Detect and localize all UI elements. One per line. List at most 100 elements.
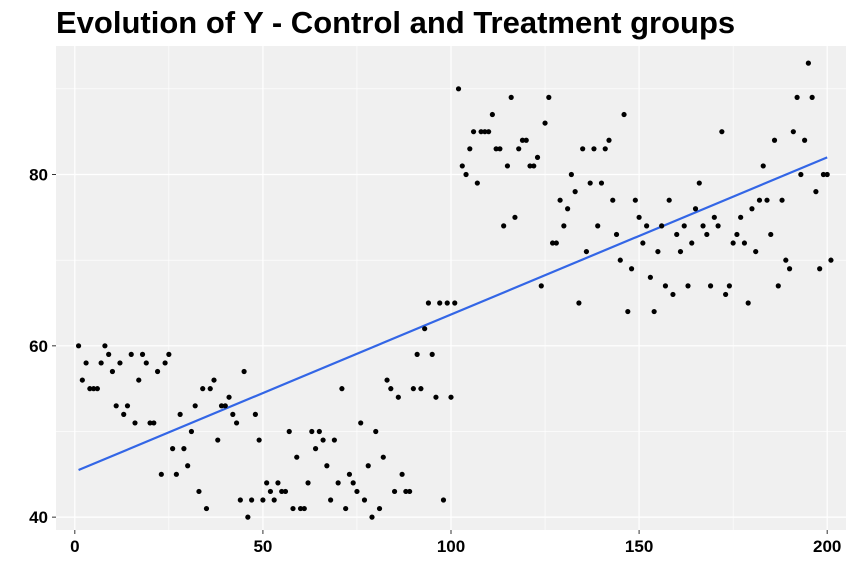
- scatter-point: [598, 180, 605, 186]
- scatter-point: [647, 274, 653, 280]
- scatter-point: [677, 248, 684, 255]
- scatter-point: [173, 471, 179, 477]
- scatter-point: [726, 283, 732, 289]
- scatter-point: [124, 403, 131, 409]
- scatter-point: [139, 351, 146, 357]
- scatter-point: [188, 428, 195, 435]
- scatter-point: [233, 420, 240, 426]
- scatter-point: [786, 266, 793, 272]
- scatter-point: [508, 94, 514, 100]
- scatter-point: [106, 351, 112, 357]
- scatter-point: [764, 197, 770, 203]
- scatter-point: [655, 248, 661, 255]
- scatter-point: [493, 146, 499, 152]
- scatter-point: [98, 360, 104, 366]
- trend-line: [78, 156, 828, 472]
- scatter-point: [75, 343, 82, 349]
- y-tick-label: 60: [29, 337, 48, 356]
- scatter-point: [369, 514, 375, 520]
- scatter-point: [440, 497, 447, 503]
- scatter-point: [595, 223, 601, 229]
- scatter-point: [211, 377, 217, 383]
- scatter-point: [113, 403, 119, 409]
- scatter-point: [805, 60, 811, 66]
- scatter-point: [613, 231, 620, 238]
- scatter-point: [324, 463, 330, 469]
- scatter-point: [504, 163, 511, 169]
- x-tick-label: 0: [70, 537, 79, 556]
- scatter-point: [512, 214, 518, 220]
- scatter-point: [275, 480, 281, 486]
- scatter-point: [666, 197, 672, 203]
- scatter-point: [670, 291, 676, 298]
- scatter-point: [587, 180, 593, 186]
- scatter-point: [459, 163, 465, 169]
- scatter-point: [301, 505, 307, 512]
- scatter-point: [290, 505, 296, 512]
- scatter-point: [154, 368, 161, 375]
- scatter-point: [828, 257, 834, 263]
- scatter-point: [681, 223, 687, 229]
- y-tick-label: 80: [29, 165, 48, 184]
- scatter-point: [192, 403, 198, 409]
- scatter-point: [203, 505, 210, 512]
- scatter-point: [328, 497, 334, 503]
- scatter-point: [501, 223, 507, 229]
- scatter-point: [549, 240, 556, 246]
- scatter-point: [316, 428, 322, 435]
- scatter-point: [294, 454, 300, 460]
- scatter-point: [534, 154, 541, 160]
- scatter-point: [771, 137, 778, 143]
- scatter-point: [128, 351, 134, 357]
- scatter-point: [621, 111, 627, 118]
- scatter-point: [685, 283, 691, 289]
- scatter-point: [185, 463, 191, 469]
- scatter-point: [181, 446, 187, 452]
- scatter-point: [448, 394, 454, 400]
- scatter-point: [516, 146, 522, 152]
- scatter-point: [365, 463, 371, 469]
- scatter-point: [749, 206, 755, 212]
- scatter-point: [696, 180, 702, 186]
- scatter-point: [591, 146, 597, 152]
- scatter-point: [674, 231, 680, 238]
- scatter-point: [783, 257, 789, 263]
- scatter-point: [196, 488, 202, 495]
- scatter-point: [147, 420, 153, 426]
- scatter-point: [429, 351, 435, 357]
- scatter-point: [143, 360, 149, 366]
- scatter-point: [723, 291, 729, 298]
- scatter-point: [309, 428, 315, 435]
- scatter-point: [343, 505, 349, 512]
- scatter-point: [230, 411, 236, 417]
- scatter-point: [636, 214, 642, 220]
- scatter-point: [83, 360, 89, 366]
- scatter-point: [282, 488, 289, 495]
- scatter-point: [745, 300, 751, 306]
- x-tick-label: 100: [437, 537, 465, 556]
- scatter-point: [399, 471, 405, 477]
- scatter-point: [738, 214, 744, 220]
- scatter-point: [102, 343, 108, 349]
- scatter-point: [286, 428, 292, 435]
- scatter-point: [809, 94, 815, 100]
- scatter-point: [617, 257, 623, 263]
- scatter-point: [237, 497, 243, 503]
- scatter-point: [474, 180, 480, 186]
- scatter-point: [226, 394, 232, 400]
- scatter-point: [610, 197, 616, 203]
- scatter-point: [470, 129, 477, 135]
- scatter-point: [700, 223, 706, 229]
- scatter-point: [403, 488, 409, 495]
- scatter-point: [444, 300, 450, 306]
- scatter-point: [760, 163, 766, 169]
- scatter-point: [715, 223, 721, 229]
- scatter-point: [632, 197, 638, 203]
- scatter-point: [170, 446, 176, 452]
- scatter-point: [245, 514, 251, 520]
- scatter-point: [583, 248, 590, 255]
- scatter-point: [568, 171, 574, 178]
- scatter-point: [339, 386, 345, 392]
- scatter-point: [158, 471, 164, 477]
